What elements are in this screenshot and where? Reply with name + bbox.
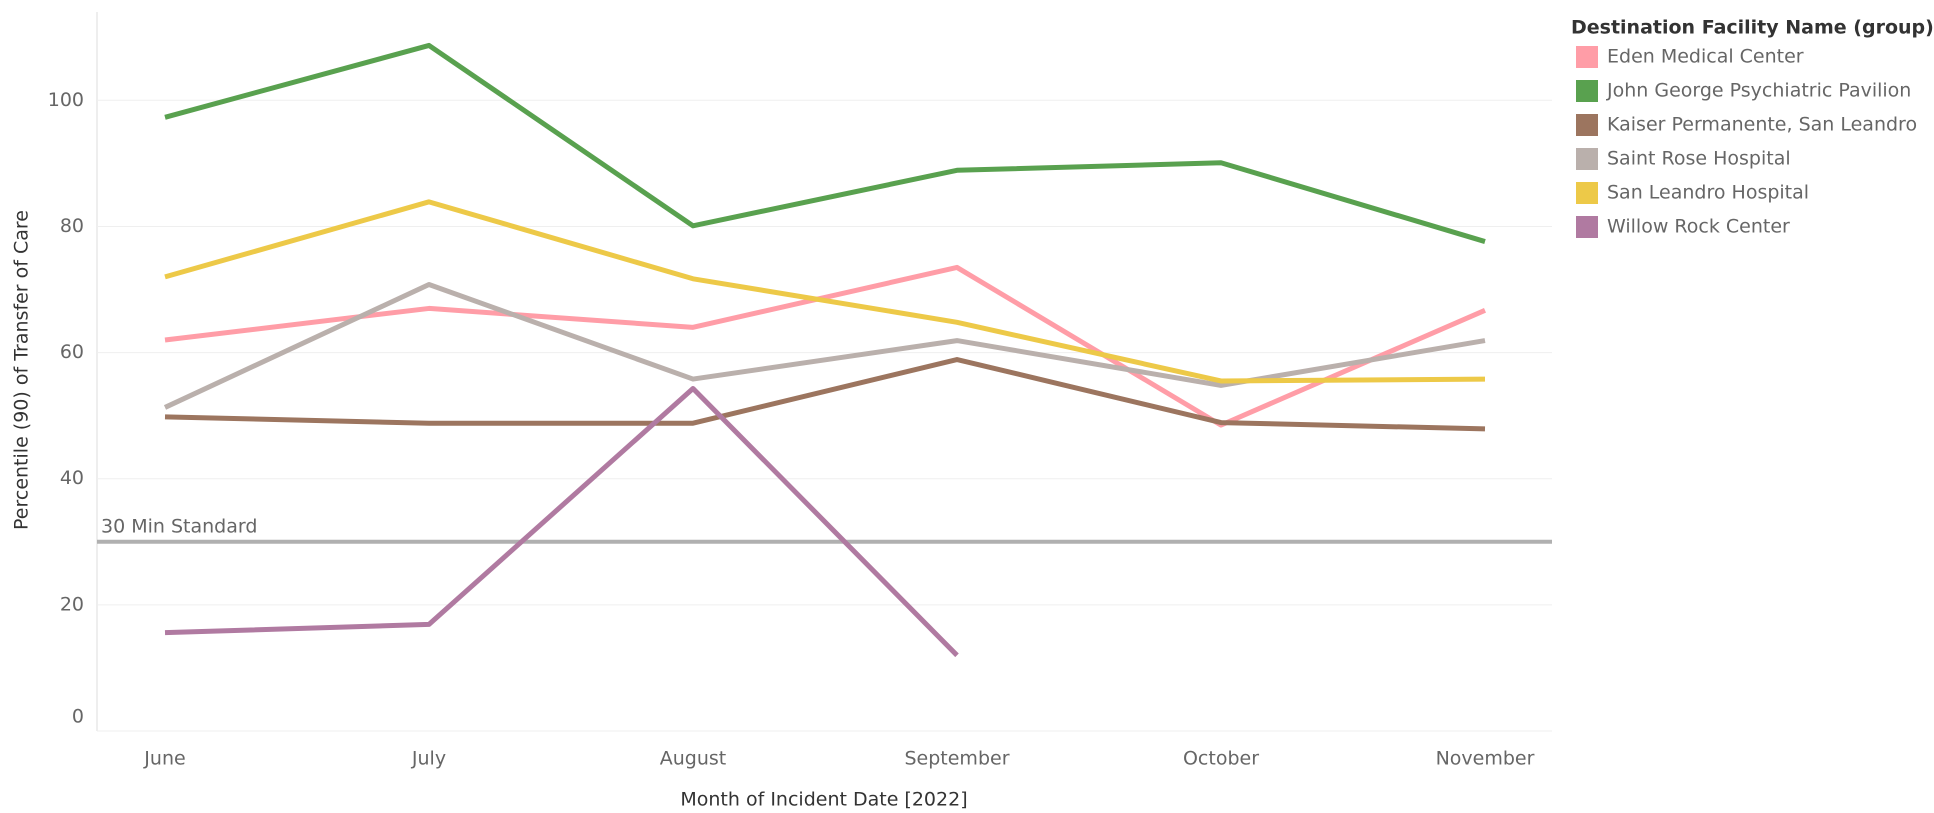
x-tick-label: October [1183,748,1259,770]
series-line [164,357,1486,432]
legend-label: Kaiser Permanente, San Leandro [1607,114,1917,136]
legend-label: John George Psychiatric Pavilion [1606,80,1911,102]
x-axis-title: Month of Incident Date [2022] [680,789,967,811]
legend-swatch [1576,216,1598,238]
y-tick-label: 100 [48,89,84,111]
legend-swatch [1576,148,1598,170]
series-line [164,42,1486,244]
legend-swatch [1576,46,1598,68]
legend-title: Destination Facility Name (group) [1571,17,1934,39]
y-tick-label: 80 [60,215,84,237]
reference-label: 30 Min Standard [101,515,257,537]
legend-label: Eden Medical Center [1607,46,1804,68]
legend-swatch [1576,80,1598,102]
x-tick-label: June [143,748,185,770]
y-tick-label: 20 [60,593,84,615]
legend-label: Saint Rose Hospital [1607,148,1791,170]
y-axis-title: Percentile (90) of Transfer of Care [11,210,33,530]
y-tick-label: 0 [72,706,84,728]
y-tick-label: 60 [60,341,84,363]
series-line [163,281,1486,410]
legend-label: Willow Rock Center [1607,216,1790,238]
x-tick-label: September [904,748,1009,770]
legend-swatch [1576,114,1598,136]
legend-swatch [1576,182,1598,204]
y-tick-label: 40 [60,467,84,489]
x-tick-label: July [411,748,446,770]
x-tick-label: August [660,748,727,770]
series-line [164,199,1486,384]
series-line [164,386,959,658]
series-line [164,264,1486,428]
legend-label: San Leandro Hospital [1607,182,1809,204]
x-tick-label: November [1436,748,1535,770]
